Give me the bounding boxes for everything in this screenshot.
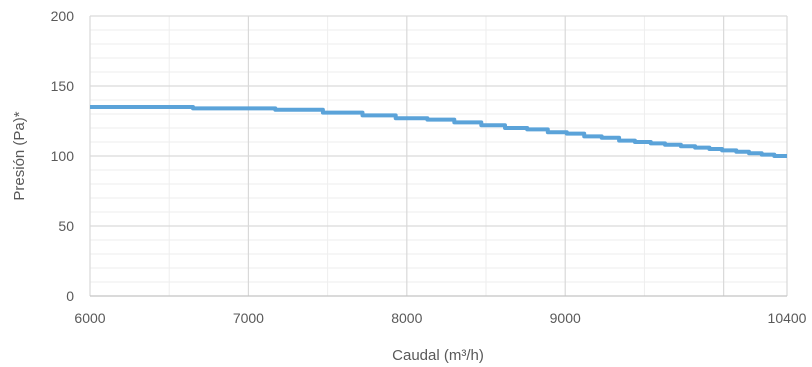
x-tick-label: 6000 — [74, 310, 105, 326]
y-tick-label: 0 — [66, 288, 74, 304]
series-layer — [90, 105, 787, 158]
pressure-curve-line — [90, 105, 787, 158]
x-tick-labels: 6000 7000 8000 9000 10400 — [74, 310, 806, 326]
minor-gridlines — [90, 16, 787, 296]
y-axis-title: Presión (Pa)* — [11, 111, 28, 200]
x-tick-label: 9000 — [550, 310, 581, 326]
y-tick-label: 200 — [51, 8, 75, 24]
y-tick-label: 150 — [51, 78, 75, 94]
x-tick-label: 7000 — [233, 310, 264, 326]
x-tick-label: 10400 — [768, 310, 807, 326]
x-tick-label: 8000 — [391, 310, 422, 326]
y-tick-labels: 0 50 100 150 200 — [51, 8, 75, 304]
y-tick-label: 50 — [58, 218, 74, 234]
y-tick-label: 100 — [51, 148, 75, 164]
x-axis-title: Caudal (m³/h) — [392, 347, 484, 364]
